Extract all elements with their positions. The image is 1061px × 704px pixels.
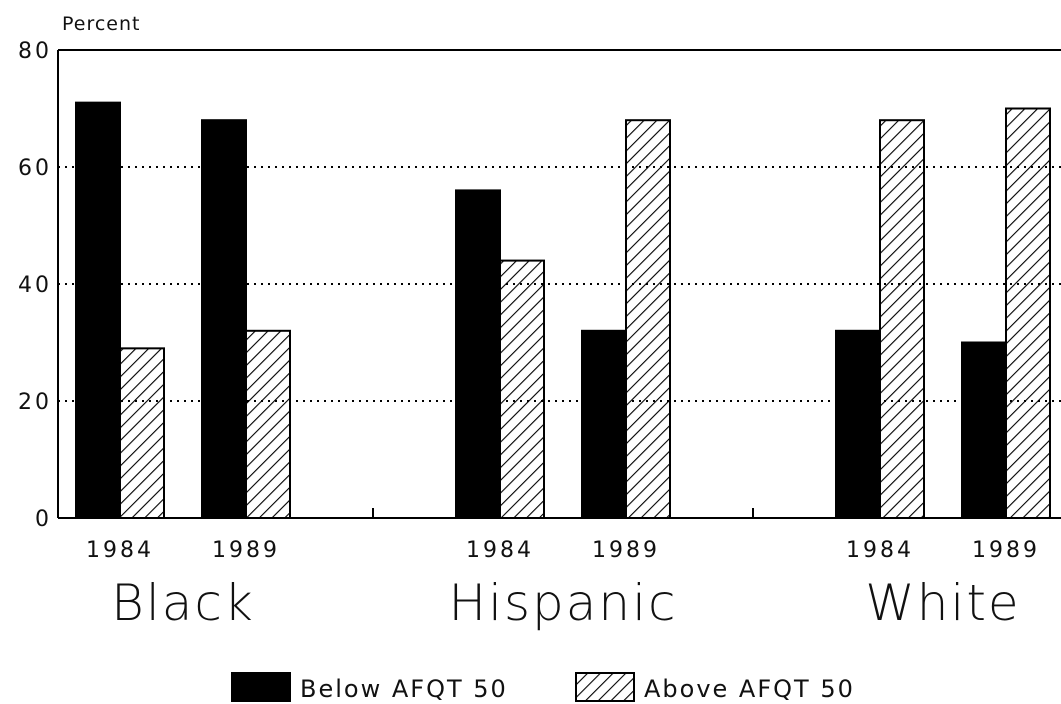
bar-black-1984-below — [75, 101, 121, 520]
bar-black-1989-below — [201, 119, 247, 519]
legend-label-below: Below AFQT 50 — [300, 675, 508, 703]
bar-hispanic-1984-above — [499, 259, 545, 519]
y-tick-labels: 0 20 40 60 80 — [18, 39, 52, 532]
bar-black-1984-above — [119, 347, 165, 519]
x-tick-hispanic-1989: 1989 — [592, 538, 660, 563]
legend-swatch-below — [231, 672, 291, 702]
group-label-black: Black — [111, 574, 255, 632]
bar-white-1989-below — [961, 341, 1007, 519]
y-tick-60: 60 — [18, 156, 52, 181]
bar-hispanic-1989-above — [625, 119, 671, 519]
bar-white-1984-below — [835, 329, 881, 519]
x-tick-black-1984: 1984 — [86, 538, 154, 563]
x-tick-hispanic-1984: 1984 — [466, 538, 534, 563]
bar-white-1989-above — [1005, 107, 1051, 519]
bar-white-1984-above — [879, 119, 925, 519]
y-tick-80: 80 — [18, 39, 52, 64]
legend-swatch-above — [575, 672, 635, 702]
x-tick-labels: 1984 1989 Black 1984 1989 Hispanic 1984 1989 Whi… — [86, 538, 1040, 632]
y-axis-label: Percent — [62, 13, 141, 35]
group-label-hispanic: Hispanic — [449, 574, 678, 632]
group-label-white: White — [865, 574, 1020, 632]
x-tick-white-1984: 1984 — [846, 538, 914, 563]
legend: Below AFQT 50 Above AFQT 50 — [231, 672, 855, 703]
y-tick-40: 40 — [18, 273, 52, 298]
x-tick-white-1989: 1989 — [972, 538, 1040, 563]
axes — [57, 49, 1061, 519]
legend-label-above: Above AFQT 50 — [644, 675, 855, 703]
y-tick-0: 0 — [35, 507, 52, 532]
bar-hispanic-1989-below — [581, 329, 627, 519]
bar-hispanic-1984-below — [455, 189, 501, 519]
x-tick-black-1989: 1989 — [212, 538, 280, 563]
bar-black-1989-above — [245, 329, 291, 519]
y-tick-20: 20 — [18, 390, 52, 415]
bars — [75, 101, 1051, 520]
